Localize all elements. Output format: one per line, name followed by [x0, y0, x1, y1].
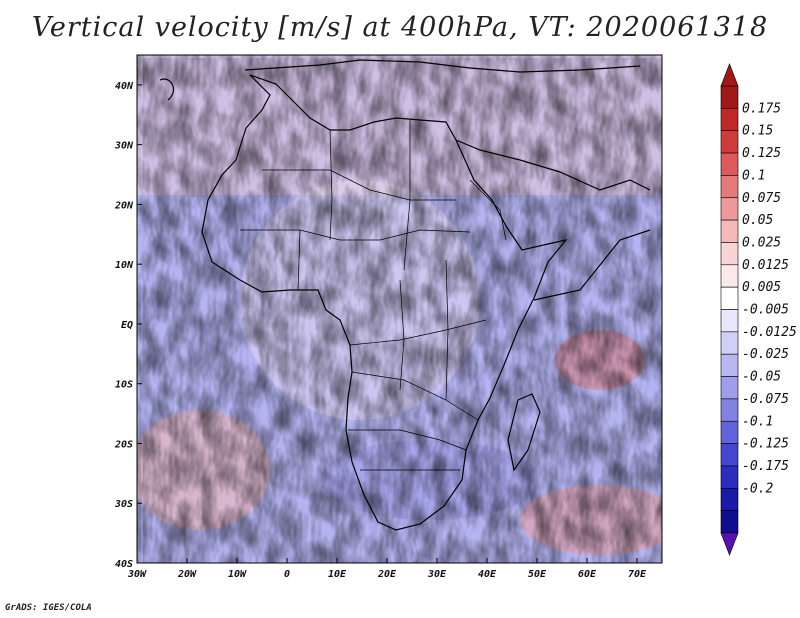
lon-tick-label: 40E	[478, 569, 497, 580]
colorbar-label: -0.2	[742, 481, 773, 496]
colorbar-label: -0.1	[742, 414, 773, 429]
lon-tick-label: 30E	[427, 569, 447, 580]
lat-tick-label: 40N	[115, 81, 134, 92]
lat-tick-label: 20S	[114, 439, 133, 450]
colorbar-label: -0.175	[742, 459, 789, 474]
velocity-field	[137, 55, 662, 563]
colorbar-label: 0.175	[742, 101, 781, 116]
colorbar-label: -0.0125	[742, 325, 797, 340]
colorbar-segment	[720, 219, 739, 243]
map-title: Vertical velocity [m/s] at 400hPa, VT: 2…	[31, 12, 769, 43]
colorbar-label: 0.1	[742, 168, 765, 183]
lat-tick-label: 30S	[114, 499, 133, 510]
colorbar-label: -0.005	[742, 303, 789, 318]
colorbar-label: 0.075	[742, 191, 781, 206]
colorbar-label: 0.005	[742, 280, 781, 295]
colorbar-label: 0.15	[742, 124, 773, 139]
colorbar-label: 0.0125	[742, 258, 789, 273]
colorbar-segment	[720, 309, 739, 333]
colorbar-max-arrow	[720, 63, 739, 87]
colorbar-segment	[720, 152, 739, 176]
colorbar-segment	[720, 376, 739, 400]
latitude-ticks: 40N 30N 20N 10N EQ 10S 20S 30S 40S	[114, 81, 142, 570]
colorbar-segment	[720, 487, 739, 511]
colorbar-label: -0.075	[742, 392, 789, 407]
lat-tick-label: 10S	[115, 380, 133, 391]
lon-tick-label: 10E	[328, 569, 347, 580]
colorbar-segment	[720, 175, 739, 199]
longitude-ticks: 30W 20W 10W 0 10E 20E 30E 40E 50E 60E 70E	[127, 558, 647, 580]
colorbar-label: 0.05	[742, 213, 773, 228]
lon-tick-label: 10W	[228, 569, 247, 580]
colorbar-segment	[720, 331, 739, 355]
colorbar-segment	[720, 420, 739, 444]
colorbar-segment	[720, 398, 739, 422]
lon-tick-label: 60E	[578, 569, 597, 580]
colorbar-label: 0.025	[742, 235, 781, 250]
colorbar-segment	[720, 108, 739, 131]
colorbar-segment	[720, 197, 739, 221]
colorbar-label: -0.125	[742, 437, 789, 452]
lat-tick-label: 40S	[115, 559, 133, 570]
colorbar-segment	[720, 264, 739, 288]
colorbar-segment	[720, 465, 739, 489]
lat-tick-label: EQ	[121, 320, 133, 331]
colorbar-segment	[720, 353, 739, 377]
lat-tick-label: 30N	[114, 141, 134, 152]
colorbar-segment	[720, 443, 739, 467]
colorbar-segment	[720, 242, 739, 266]
colorbar: 0.175 0.15 0.125 0.1 0.075 0.05 0.025 0.0125 0.0…	[720, 63, 797, 556]
colorbar-label: -0.025	[742, 347, 789, 362]
colorbar-label: 0.125	[742, 146, 781, 161]
lon-tick-label: 20W	[177, 569, 197, 580]
colorbar-segment	[720, 130, 739, 154]
colorbar-min-arrow	[720, 532, 739, 556]
coastline	[159, 59, 651, 531]
lon-tick-label: 20E	[377, 569, 397, 580]
credit-label: GrADS: IGES/COLA	[5, 603, 92, 613]
lon-tick-label: 30W	[127, 569, 147, 580]
lon-tick-label: 0	[284, 569, 290, 580]
colorbar-segment	[720, 85, 739, 109]
plot-frame	[136, 54, 663, 564]
colorbar-segment	[720, 286, 739, 310]
colorbar-label: -0.05	[742, 370, 781, 385]
lon-tick-label: 50E	[528, 569, 547, 580]
lon-tick-label: 70E	[628, 569, 647, 580]
lat-tick-label: 10N	[115, 260, 134, 271]
lat-tick-label: 20N	[114, 200, 134, 211]
country-borders	[240, 120, 507, 471]
colorbar-segment	[720, 510, 739, 534]
